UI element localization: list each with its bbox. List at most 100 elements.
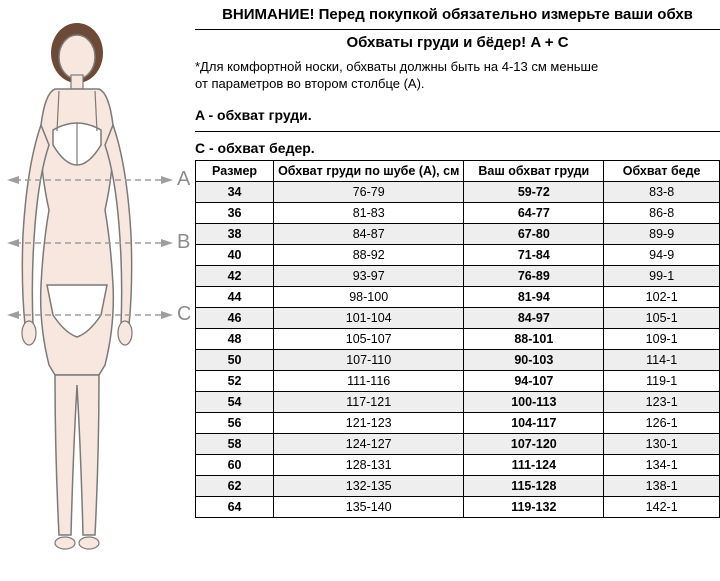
- table-cell: 130-1: [604, 434, 720, 455]
- table-cell: 128-131: [274, 455, 464, 476]
- title: ВНИМАНИЕ! Перед покупкой обязательно изм…: [195, 0, 720, 30]
- table-row: 54117-121100-113123-1: [196, 392, 720, 413]
- table-row: 4088-9271-8494-9: [196, 245, 720, 266]
- table-cell: 76-79: [274, 182, 464, 203]
- table-cell: 36: [196, 203, 274, 224]
- table-cell: 86-8: [604, 203, 720, 224]
- table-row: 46101-10484-97105-1: [196, 308, 720, 329]
- table-cell: 46: [196, 308, 274, 329]
- table-cell: 93-97: [274, 266, 464, 287]
- table-cell: 60: [196, 455, 274, 476]
- size-table: Размер Обхват груди по шубе (А), см Ваш …: [195, 160, 720, 518]
- table-cell: 40: [196, 245, 274, 266]
- table-cell: 64-77: [464, 203, 604, 224]
- table-cell: 58: [196, 434, 274, 455]
- table-cell: 124-127: [274, 434, 464, 455]
- page-container: A B C ВНИМАНИЕ! Перед покупкой обязатель…: [0, 0, 720, 581]
- table-cell: 119-132: [464, 497, 604, 518]
- table-cell: 71-84: [464, 245, 604, 266]
- table-cell: 123-1: [604, 392, 720, 413]
- table-body: 3476-7959-7283-83681-8364-7786-83884-876…: [196, 182, 720, 518]
- table-row: 3884-8767-8089-9: [196, 224, 720, 245]
- table-cell: 138-1: [604, 476, 720, 497]
- table-cell: 52: [196, 371, 274, 392]
- table-cell: 59-72: [464, 182, 604, 203]
- table-cell: 50: [196, 350, 274, 371]
- table-cell: 88-101: [464, 329, 604, 350]
- col-size: Размер: [196, 161, 274, 182]
- table-cell: 105-1: [604, 308, 720, 329]
- table-cell: 84-87: [274, 224, 464, 245]
- table-cell: 104-117: [464, 413, 604, 434]
- figure-column: A B C: [0, 0, 195, 581]
- body-figure: A B C: [5, 15, 190, 575]
- note-line-2: от параметров во втором столбце (А).: [195, 76, 720, 99]
- subtitle: Обхваты груди и бёдер! A + C: [195, 30, 720, 55]
- table-cell: 67-80: [464, 224, 604, 245]
- table-row: 52111-11694-107119-1: [196, 371, 720, 392]
- table-cell: 111-116: [274, 371, 464, 392]
- table-row: 48105-10788-101109-1: [196, 329, 720, 350]
- table-cell: 111-124: [464, 455, 604, 476]
- label-b: B: [177, 231, 190, 253]
- table-cell: 99-1: [604, 266, 720, 287]
- table-cell: 38: [196, 224, 274, 245]
- table-cell: 89-9: [604, 224, 720, 245]
- table-cell: 42: [196, 266, 274, 287]
- table-cell: 90-103: [464, 350, 604, 371]
- table-row: 3476-7959-7283-8: [196, 182, 720, 203]
- table-cell: 134-1: [604, 455, 720, 476]
- table-cell: 107-120: [464, 434, 604, 455]
- table-row: 56121-123104-117126-1: [196, 413, 720, 434]
- section-c-label: C - обхват бедер.: [195, 132, 720, 160]
- table-cell: 98-100: [274, 287, 464, 308]
- table-cell: 34: [196, 182, 274, 203]
- table-cell: 64: [196, 497, 274, 518]
- table-cell: 107-110: [274, 350, 464, 371]
- note-line-1: *Для комфортной носки, обхваты должны бы…: [195, 55, 720, 76]
- table-cell: 132-135: [274, 476, 464, 497]
- table-cell: 56: [196, 413, 274, 434]
- table-row: 4498-10081-94102-1: [196, 287, 720, 308]
- col-hip: Обхват беде: [604, 161, 720, 182]
- table-cell: 126-1: [604, 413, 720, 434]
- table-row: 50107-11090-103114-1: [196, 350, 720, 371]
- table-cell: 100-113: [464, 392, 604, 413]
- table-cell: 54: [196, 392, 274, 413]
- col-bust-coat: Обхват груди по шубе (А), см: [274, 161, 464, 182]
- table-cell: 119-1: [604, 371, 720, 392]
- table-cell: 62: [196, 476, 274, 497]
- table-cell: 142-1: [604, 497, 720, 518]
- table-cell: 115-128: [464, 476, 604, 497]
- table-row: 60128-131111-124134-1: [196, 455, 720, 476]
- table-header-row: Размер Обхват груди по шубе (А), см Ваш …: [196, 161, 720, 182]
- table-cell: 117-121: [274, 392, 464, 413]
- col-bust-user: Ваш обхват груди: [464, 161, 604, 182]
- table-cell: 48: [196, 329, 274, 350]
- table-cell: 44: [196, 287, 274, 308]
- table-cell: 81-94: [464, 287, 604, 308]
- table-cell: 81-83: [274, 203, 464, 224]
- table-row: 58124-127107-120130-1: [196, 434, 720, 455]
- section-a-label: A - обхват груди.: [195, 99, 720, 132]
- table-cell: 109-1: [604, 329, 720, 350]
- table-row: 64135-140119-132142-1: [196, 497, 720, 518]
- table-cell: 105-107: [274, 329, 464, 350]
- table-cell: 135-140: [274, 497, 464, 518]
- table-cell: 83-8: [604, 182, 720, 203]
- table-cell: 101-104: [274, 308, 464, 329]
- table-cell: 114-1: [604, 350, 720, 371]
- table-row: 62132-135115-128138-1: [196, 476, 720, 497]
- table-cell: 121-123: [274, 413, 464, 434]
- table-cell: 88-92: [274, 245, 464, 266]
- label-c: C: [177, 303, 190, 325]
- table-row: 3681-8364-7786-8: [196, 203, 720, 224]
- table-cell: 94-9: [604, 245, 720, 266]
- table-cell: 84-97: [464, 308, 604, 329]
- label-a: A: [177, 168, 190, 190]
- table-cell: 102-1: [604, 287, 720, 308]
- table-row: 4293-9776-8999-1: [196, 266, 720, 287]
- table-cell: 76-89: [464, 266, 604, 287]
- table-cell: 94-107: [464, 371, 604, 392]
- content-column: ВНИМАНИЕ! Перед покупкой обязательно изм…: [195, 0, 720, 581]
